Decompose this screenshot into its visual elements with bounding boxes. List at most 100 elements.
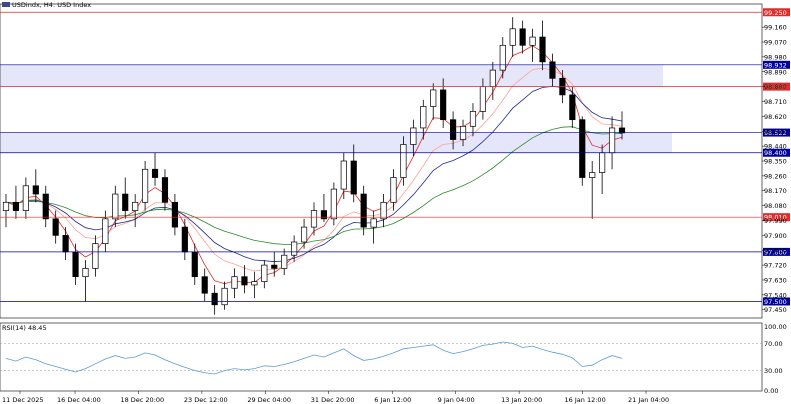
price-level-tag [763,247,790,256]
price-level-label: 97.500 [764,298,787,306]
candle-body [469,111,477,127]
y-tick-label: 98.620 [764,113,787,121]
price-level-tag [763,128,790,137]
price-level-label: 97.800 [764,248,787,256]
candle-body [92,243,99,269]
ema-mid-line [5,67,623,272]
zones-layer [0,64,672,153]
candle-body [132,201,139,211]
y-tick-label: 98.440 [764,143,787,151]
y-tick-label: 97.540 [764,291,787,299]
rsi-tick-label: 30.00 [764,367,783,375]
candle-body [271,264,278,269]
candle-body [599,152,606,173]
y-tick-label: 97.720 [764,262,787,270]
y-tick-label: 97.450 [764,306,787,314]
candle-body [2,201,10,211]
price-level-label: 98.400 [764,149,787,157]
x-tick-label: 6 Jan 12:00 [374,396,411,404]
candle-body [529,36,536,46]
ma-blue-line [5,85,623,263]
rsi-tick-label: 0.00 [764,387,778,395]
candle-body [360,193,367,228]
price-level-label: 99.250 [764,9,787,17]
zone-band [0,132,672,153]
candle-body [330,188,337,220]
price-level-label: 98.932 [764,61,787,69]
rsi-layer [0,341,762,375]
y-tick-label: 98.080 [764,202,787,210]
x-tick-label: 18 Dec 20:00 [120,396,164,404]
candle-body [171,201,178,228]
candle-body [509,28,516,46]
candle-body [450,119,457,140]
candle-body [420,106,427,129]
price-level-tag [763,213,790,222]
candle-body [380,201,387,220]
candle-body [201,276,208,294]
candle-body [350,160,357,195]
candle-body [390,177,397,203]
candle-body [52,218,59,236]
candle-body [608,127,616,154]
y-tick-label: 98.710 [764,98,787,106]
rsi-line [5,341,623,375]
candle-body [430,89,437,107]
price-level-tag [763,82,790,91]
y-tick-label: 98.890 [764,68,787,76]
candle-body [569,94,576,121]
price-level-tag [763,60,790,69]
x-tick-label: 11 Dec 2025 [2,396,44,404]
candle-body [251,281,258,286]
candle-body [539,36,546,63]
price-level-label: 98.522 [764,129,787,137]
candle-body [400,144,407,178]
x-tick-label: 29 Dec 04:00 [247,396,291,404]
chart-title: USDindx, H4: USD Index [12,1,91,9]
zone-band [0,64,663,87]
candle-body [241,276,248,286]
candle-body [300,226,308,243]
candle-body [112,193,119,220]
candle-body [102,218,109,244]
y-tick-label: 98.260 [764,172,787,180]
candle-body [310,210,318,228]
x-tick-label: 21 Jan 04:00 [628,396,669,404]
candle-body [122,193,129,211]
rsi-title: RSI(14) 48.45 [2,324,47,332]
candle-body [12,201,20,211]
candle-body [589,172,596,178]
candle-body [618,127,626,134]
candle-body [579,119,586,178]
candle-body [549,61,556,79]
x-tick-label: 9 Jan 04:00 [438,396,475,404]
x-tick-label: 31 Dec 20:00 [311,396,355,404]
candle-body [62,235,69,253]
y-tick-label: 97.630 [764,276,787,284]
y-tick-label: 98.350 [764,158,787,166]
candle-body [72,251,79,278]
candle-body [489,69,496,87]
candle-body [291,241,298,256]
candle-body [370,218,377,228]
axes-layer: 99.160 99.070 98.980 98.890 98.800 98.710 98.6… [2,24,787,404]
x-tick-label: 23 Dec 12:00 [184,396,228,404]
candle-body [211,292,218,306]
rsi-panel-border [0,322,763,392]
candle-body [22,185,29,211]
candle-body [261,264,268,282]
candle-body [142,168,149,203]
rsi-tick-label: 70.00 [764,340,783,348]
candle-body [191,251,198,278]
candle-body [42,193,49,220]
candle-body [410,127,417,145]
rsi-tick-label: 100.00 [764,323,787,331]
x-tick-label: 13 Jan 20:00 [501,396,542,404]
candle-body [151,168,159,178]
main-panel-border [0,3,763,319]
y-tick-label: 98.170 [764,187,787,195]
y-tick-label: 99.070 [764,39,787,47]
symbol-icon [2,2,10,7]
y-tick-label: 97.990 [764,217,787,225]
y-tick-label: 97.900 [764,232,787,240]
